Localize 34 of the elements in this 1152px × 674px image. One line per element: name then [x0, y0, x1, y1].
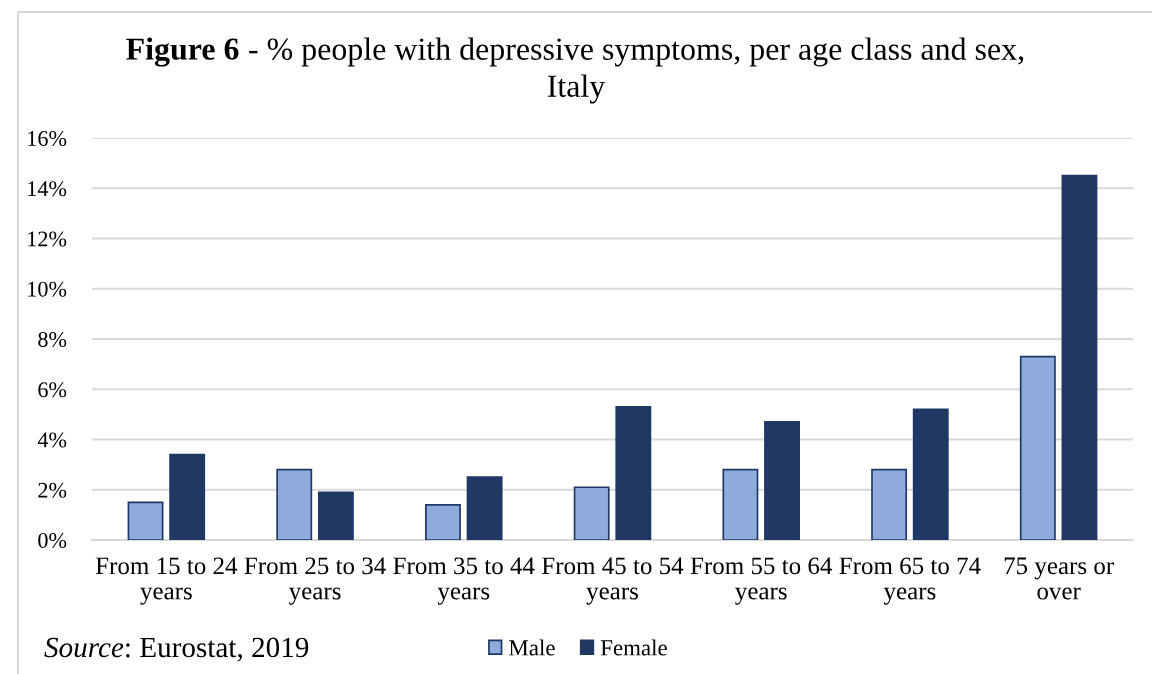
bar	[425, 503, 461, 540]
y-tick-label: 16%	[28, 130, 67, 146]
x-tick-label: From 35 to 44 years	[393, 557, 535, 605]
bar	[1019, 355, 1056, 540]
bar	[169, 453, 206, 540]
x-tick-label: From 25 to 34 years	[244, 557, 386, 605]
y-tick-label: 0%	[38, 532, 67, 548]
x-tick-label: From 65 to 74 years	[839, 557, 981, 605]
chart-title: Figure 6 - % people with depressive symptoms, per age class and sex, Italy	[126, 37, 1024, 104]
y-tick-label: 4%	[37, 432, 67, 448]
x-tick-label: 75 years or over	[1004, 557, 1114, 600]
y-tick-label: 10%	[28, 281, 67, 297]
bar	[1061, 174, 1098, 540]
x-tick-label: From 55 to 64 years	[690, 557, 833, 605]
bar	[912, 408, 949, 540]
y-tick-label: 2%	[38, 482, 67, 498]
bar	[764, 421, 800, 540]
bar	[871, 468, 908, 540]
y-tick-label: 12%	[28, 231, 67, 247]
bar	[466, 476, 503, 540]
bar	[573, 486, 610, 540]
legend-label: Male	[509, 639, 555, 656]
y-tick-label: 6%	[38, 382, 67, 398]
y-tick-label: 8%	[38, 331, 67, 347]
bar	[127, 501, 164, 540]
y-tick-label: 14%	[28, 181, 67, 197]
x-tick-label: From 45 to 54 years	[542, 557, 684, 605]
legend-label: Female	[600, 639, 667, 656]
bar	[317, 491, 354, 540]
bar	[722, 468, 759, 540]
bar	[276, 468, 313, 540]
bar	[615, 406, 652, 540]
x-tick-label: From 15 to 24 years	[95, 557, 238, 605]
source-note: Source: Eurostat, 2019	[44, 637, 309, 662]
